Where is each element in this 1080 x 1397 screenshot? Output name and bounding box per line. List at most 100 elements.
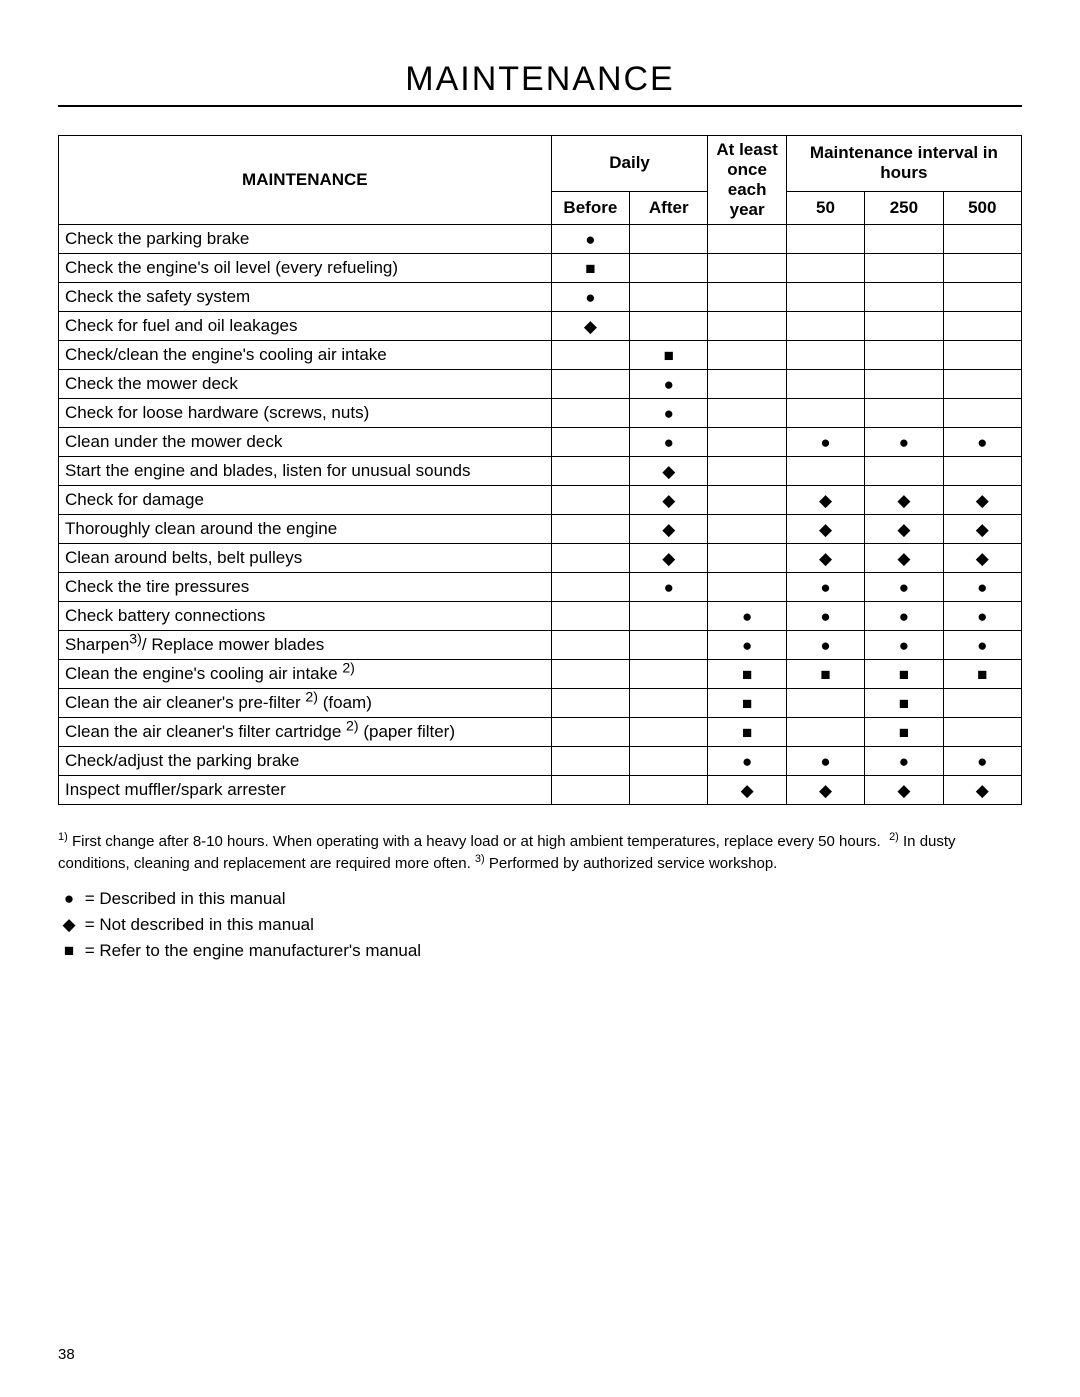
mark-cell: [630, 660, 708, 689]
mark-cell: [943, 399, 1021, 428]
mark-cell: ◆: [786, 486, 864, 515]
mark-cell: ◆: [630, 486, 708, 515]
legend-item: ■ = Refer to the engine manufacturer's m…: [58, 941, 1022, 961]
header-250: 250: [865, 191, 943, 224]
header-daily: Daily: [551, 136, 708, 192]
mark-cell: [708, 370, 786, 399]
table-row: Check for loose hardware (screws, nuts)●: [59, 399, 1022, 428]
table-row: Check for fuel and oil leakages◆: [59, 312, 1022, 341]
mark-cell: ●: [630, 573, 708, 602]
mark-cell: [943, 718, 1021, 747]
mark-cell: [708, 341, 786, 370]
mark-cell: [630, 631, 708, 660]
task-cell: Sharpen3)/ Replace mower blades: [59, 631, 552, 660]
table-row: Check/clean the engine's cooling air int…: [59, 341, 1022, 370]
mark-cell: [708, 254, 786, 283]
mark-cell: ●: [943, 428, 1021, 457]
mark-cell: [865, 399, 943, 428]
mark-cell: [786, 254, 864, 283]
mark-cell: [551, 602, 629, 631]
mark-cell: [865, 283, 943, 312]
mark-cell: [786, 341, 864, 370]
mark-cell: ◆: [551, 312, 629, 341]
mark-cell: [786, 370, 864, 399]
mark-cell: ●: [865, 631, 943, 660]
mark-cell: [551, 428, 629, 457]
title-rule: [58, 105, 1022, 107]
mark-cell: [708, 399, 786, 428]
mark-cell: ●: [943, 631, 1021, 660]
mark-cell: ◆: [786, 544, 864, 573]
task-cell: Check for fuel and oil leakages: [59, 312, 552, 341]
mark-cell: [865, 225, 943, 254]
mark-cell: [708, 515, 786, 544]
mark-cell: ●: [708, 602, 786, 631]
mark-cell: ◆: [708, 776, 786, 805]
mark-cell: ●: [708, 747, 786, 776]
header-interval: Maintenance interval in hours: [786, 136, 1021, 192]
table-row: Check the engine's oil level (every refu…: [59, 254, 1022, 283]
table-row: Check the tire pressures●●●●: [59, 573, 1022, 602]
mark-cell: [630, 776, 708, 805]
mark-cell: ●: [865, 602, 943, 631]
mark-cell: [943, 341, 1021, 370]
mark-cell: ●: [865, 747, 943, 776]
header-atleast: At least once each year: [708, 136, 786, 225]
mark-cell: [865, 370, 943, 399]
task-cell: Check for damage: [59, 486, 552, 515]
mark-cell: [630, 312, 708, 341]
mark-cell: ◆: [786, 515, 864, 544]
mark-cell: ●: [786, 631, 864, 660]
table-row: Thoroughly clean around the engine◆◆◆◆: [59, 515, 1022, 544]
mark-cell: ◆: [630, 544, 708, 573]
legend-symbol: ◆: [58, 915, 80, 935]
mark-cell: [786, 283, 864, 312]
table-row: Check/adjust the parking brake●●●●: [59, 747, 1022, 776]
mark-cell: [551, 341, 629, 370]
mark-cell: [630, 718, 708, 747]
mark-cell: [551, 689, 629, 718]
mark-cell: [786, 689, 864, 718]
page-title: MAINTENANCE: [58, 60, 1022, 99]
header-before: Before: [551, 191, 629, 224]
mark-cell: ●: [786, 602, 864, 631]
legend-item: ● = Described in this manual: [58, 889, 1022, 909]
mark-cell: ■: [865, 718, 943, 747]
page: MAINTENANCE MAINTENANCE Daily At least o…: [0, 0, 1080, 1397]
mark-cell: [551, 776, 629, 805]
mark-cell: [551, 399, 629, 428]
mark-cell: ●: [865, 573, 943, 602]
mark-cell: ◆: [786, 776, 864, 805]
table-row: Check the mower deck●: [59, 370, 1022, 399]
mark-cell: ■: [786, 660, 864, 689]
mark-cell: ■: [708, 718, 786, 747]
mark-cell: ■: [708, 689, 786, 718]
table-row: Start the engine and blades, listen for …: [59, 457, 1022, 486]
mark-cell: ●: [708, 631, 786, 660]
mark-cell: ◆: [865, 776, 943, 805]
header-task: MAINTENANCE: [59, 136, 552, 225]
mark-cell: [943, 312, 1021, 341]
mark-cell: [551, 457, 629, 486]
legend-symbol: ●: [58, 889, 80, 909]
table-row: Clean under the mower deck●●●●: [59, 428, 1022, 457]
table-body: Check the parking brake●Check the engine…: [59, 225, 1022, 805]
mark-cell: [708, 283, 786, 312]
mark-cell: ◆: [943, 486, 1021, 515]
mark-cell: [551, 370, 629, 399]
task-cell: Clean the air cleaner's filter cartridge…: [59, 718, 552, 747]
task-cell: Inspect muffler/spark arrester: [59, 776, 552, 805]
mark-cell: [865, 254, 943, 283]
mark-cell: [551, 515, 629, 544]
header-50: 50: [786, 191, 864, 224]
task-cell: Thoroughly clean around the engine: [59, 515, 552, 544]
mark-cell: [943, 689, 1021, 718]
mark-cell: ●: [551, 283, 629, 312]
table-row: Sharpen3)/ Replace mower blades●●●●: [59, 631, 1022, 660]
page-number: 38: [58, 1346, 75, 1363]
mark-cell: [630, 689, 708, 718]
legend-symbol: ■: [58, 941, 80, 961]
mark-cell: ●: [786, 573, 864, 602]
table-row: Check the parking brake●: [59, 225, 1022, 254]
mark-cell: ◆: [943, 544, 1021, 573]
